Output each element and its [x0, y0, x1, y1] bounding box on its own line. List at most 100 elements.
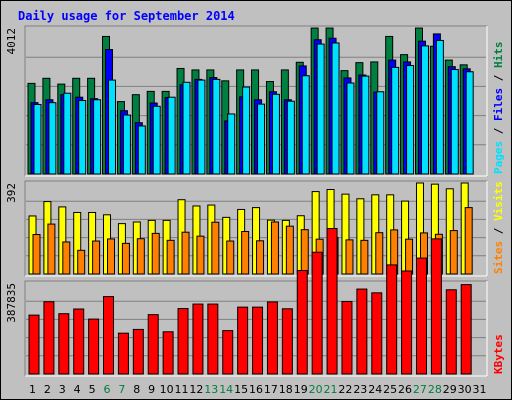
- bar-sites: [166, 239, 175, 275]
- bar-kbytes: [415, 257, 427, 375]
- bar-pages: [465, 71, 474, 175]
- bar-pages: [257, 103, 266, 175]
- legend-entry: Sites: [492, 241, 505, 274]
- x-tick-label: 28: [428, 383, 442, 396]
- x-tick-label: 30: [458, 383, 472, 396]
- bar-pages: [33, 103, 42, 175]
- bar-kbytes: [88, 318, 100, 375]
- bar-sites: [77, 249, 86, 275]
- bar-kbytes: [356, 288, 368, 375]
- x-tick-label: 10: [160, 383, 174, 396]
- bar-pages: [286, 100, 295, 175]
- x-tick-label: 5: [89, 383, 96, 396]
- bar-kbytes: [207, 303, 219, 375]
- bar-kbytes: [237, 306, 249, 375]
- panel-traffic: 4012 Pages / Files / Hits: [5, 25, 505, 177]
- legend-entry: Hits: [492, 42, 505, 69]
- bar-sites: [121, 242, 130, 275]
- bar-pages: [78, 99, 87, 175]
- x-tick-label: 24: [368, 383, 382, 396]
- bar-kbytes: [266, 301, 278, 375]
- bar-pages: [48, 102, 57, 175]
- bar-sites: [270, 221, 279, 275]
- bar-sites: [360, 239, 369, 275]
- x-tick-label: 21: [324, 383, 338, 396]
- bar-kbytes: [147, 314, 159, 375]
- bar-kbytes: [430, 238, 442, 375]
- bar-sites: [300, 229, 309, 275]
- bar-pages: [301, 75, 310, 175]
- bar-pages: [108, 79, 117, 175]
- bar-kbytes: [281, 308, 293, 375]
- bar-sites: [32, 234, 41, 275]
- bar-kbytes: [326, 228, 338, 375]
- bar-sites: [136, 238, 145, 275]
- bar-sites: [449, 230, 458, 275]
- x-tick-label: 12: [189, 383, 203, 396]
- legend-entry: /: [492, 68, 505, 88]
- bar-sites: [107, 238, 116, 275]
- bar-pages: [420, 45, 429, 175]
- bar-kbytes: [296, 270, 308, 375]
- chart-title: Daily usage for September 2014: [18, 9, 235, 23]
- bar-kbytes: [401, 270, 413, 375]
- bar-pages: [182, 81, 191, 175]
- y-max-label: 4012: [5, 28, 18, 55]
- bar-pages: [406, 65, 415, 175]
- bar-kbytes: [132, 328, 144, 375]
- bar-pages: [391, 66, 400, 175]
- bar-pages: [122, 114, 131, 175]
- x-tick-label: 8: [133, 383, 140, 396]
- x-tick-label: 19: [294, 383, 308, 396]
- bar-kbytes: [386, 264, 398, 375]
- x-tick-label: 3: [59, 383, 66, 396]
- bar-kbytes: [58, 313, 70, 375]
- panel-visits: 392 Sites / Visits: [5, 180, 505, 277]
- x-tick-label: 25: [383, 383, 397, 396]
- x-tick-label: 15: [234, 383, 248, 396]
- x-tick-label: 31: [473, 383, 487, 396]
- bar-sites: [285, 225, 294, 275]
- bar-sites: [464, 207, 473, 275]
- x-tick-label: 11: [174, 383, 188, 396]
- bar-sites: [226, 240, 235, 275]
- bar-pages: [167, 96, 176, 175]
- legend-entry: KBytes: [492, 334, 505, 374]
- bar-kbytes: [43, 301, 55, 375]
- bar-kbytes: [311, 251, 323, 375]
- x-tick-label: 29: [443, 383, 457, 396]
- bar-pages: [346, 82, 355, 175]
- bar-kbytes: [371, 292, 383, 375]
- legend: Pages / Files / Hits: [492, 42, 505, 175]
- legend: KBytes: [492, 334, 505, 374]
- x-tick-label: 27: [413, 383, 427, 396]
- bar-sites: [241, 231, 250, 275]
- x-tick-label: 13: [204, 383, 218, 396]
- bar-kbytes: [103, 296, 115, 375]
- bar-kbytes: [252, 306, 264, 375]
- legend-entry: Pages: [492, 141, 505, 174]
- bar-pages: [242, 86, 251, 175]
- bar-kbytes: [73, 308, 85, 375]
- x-tick-label: 17: [264, 383, 278, 396]
- panel-kbytes: 387835 KBytes: [5, 228, 505, 377]
- bar-pages: [331, 42, 340, 175]
- x-tick-label: 26: [398, 383, 412, 396]
- bar-pages: [316, 43, 325, 175]
- x-tick-label: 1: [29, 383, 36, 396]
- bar-sites: [405, 238, 414, 275]
- bar-sites: [181, 231, 190, 275]
- bar-kbytes: [162, 331, 174, 375]
- bar-pages: [137, 125, 146, 175]
- x-tick-label: 14: [219, 383, 233, 396]
- bar-sites: [375, 232, 384, 275]
- bar-pages: [376, 91, 385, 175]
- bar-pages: [63, 92, 72, 175]
- x-tick-label: 7: [118, 383, 125, 396]
- bar-sites: [62, 241, 71, 275]
- x-tick-label: 4: [74, 383, 81, 396]
- legend: Sites / Visits: [492, 181, 505, 274]
- bar-pages: [361, 75, 370, 175]
- bar-sites: [92, 240, 101, 275]
- x-tick-label: 18: [279, 383, 293, 396]
